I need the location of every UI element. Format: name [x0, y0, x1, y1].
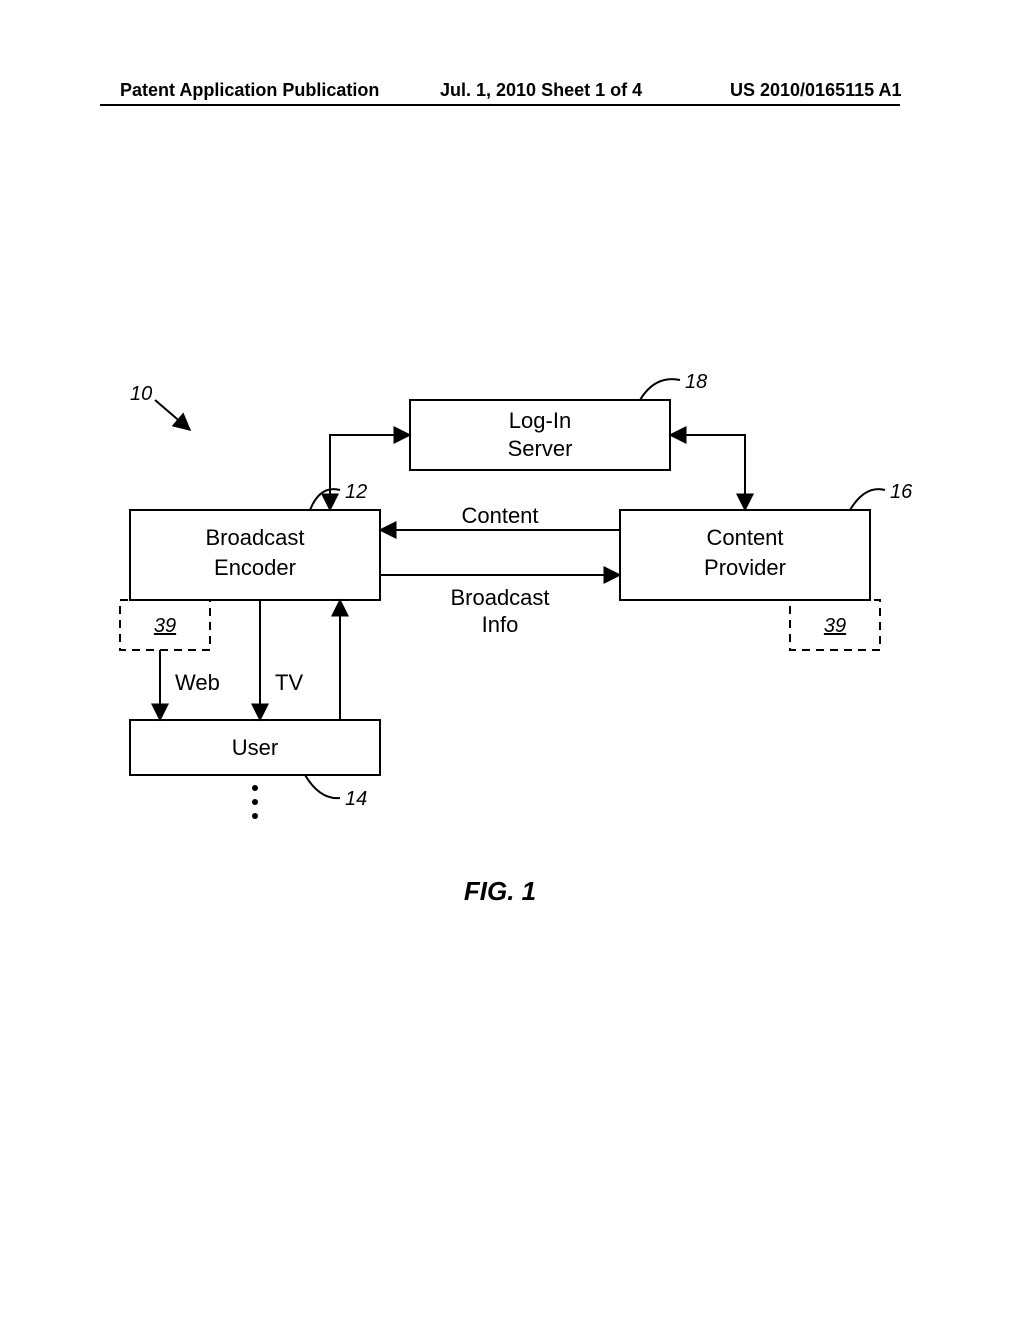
- user-label: User: [232, 735, 278, 760]
- edge-login-encoder: [330, 435, 410, 510]
- dots-icon: [252, 785, 258, 791]
- ref-16: 16: [890, 481, 913, 503]
- edge-login-provider: [670, 435, 745, 510]
- web-label: Web: [175, 670, 220, 695]
- ref-16-hook: [850, 489, 885, 510]
- dots-icon: [252, 813, 258, 819]
- ref-10-pointer: [155, 400, 190, 430]
- page: Patent Application Publication Jul. 1, 2…: [0, 0, 1024, 1320]
- ref-14-hook: [305, 775, 340, 798]
- encoder-label2: Encoder: [214, 555, 296, 580]
- broadcast-label1: Broadcast: [450, 585, 549, 610]
- tv-label: TV: [275, 670, 303, 695]
- ref-14: 14: [345, 788, 367, 810]
- encoder-label1: Broadcast: [205, 525, 304, 550]
- ref-12: 12: [345, 481, 367, 503]
- content-label: Content: [461, 503, 538, 528]
- diagram: Log-In Server Broadcast Encoder Content …: [0, 0, 1024, 1320]
- provider-label2: Provider: [704, 555, 786, 580]
- ref-18: 18: [685, 371, 707, 393]
- broadcast-label2: Info: [482, 612, 519, 637]
- provider-label1: Content: [706, 525, 783, 550]
- ref-12-hook: [310, 489, 340, 510]
- ref-39-right: 39: [824, 615, 846, 637]
- dots-icon: [252, 799, 258, 805]
- login-server-label2: Server: [508, 436, 573, 461]
- login-server-label1: Log-In: [509, 408, 571, 433]
- ref-18-hook: [640, 379, 680, 400]
- ref-10: 10: [130, 383, 152, 405]
- ref-39-left: 39: [154, 615, 176, 637]
- figure-label: FIG. 1: [464, 876, 536, 906]
